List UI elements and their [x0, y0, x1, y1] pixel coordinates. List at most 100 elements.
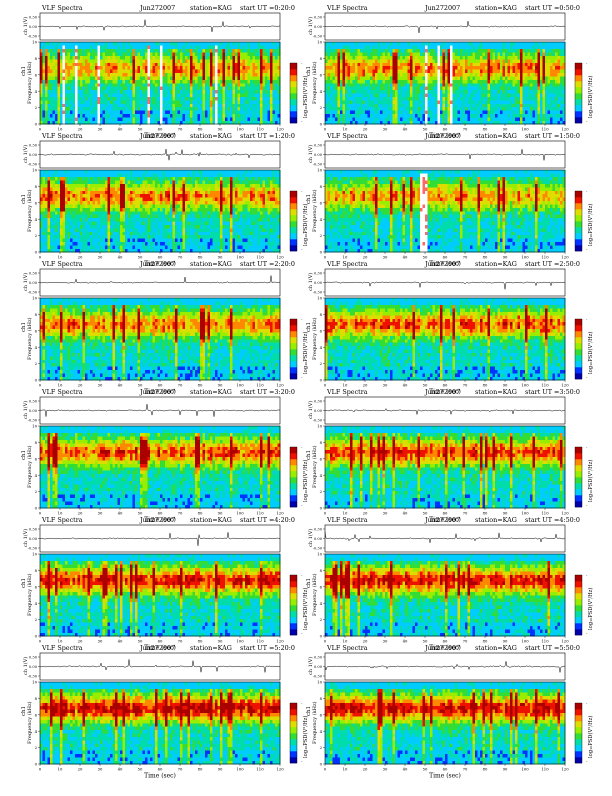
spectrogram-cell: [240, 83, 243, 87]
spectrogram-cell: [405, 69, 408, 73]
spectrogram-cell: [85, 86, 88, 90]
freq-tick-label: 8: [320, 56, 323, 61]
spectrogram-cell: [100, 45, 103, 49]
spectrogram-cell: [130, 49, 133, 53]
spectrogram-cell: [110, 49, 113, 53]
spectrogram-cell: [128, 117, 131, 121]
spectrogram-cell: [540, 100, 543, 104]
spectrogram-cell: [465, 42, 468, 46]
spectrogram-cell: [515, 49, 518, 53]
spectrogram-cell: [373, 80, 376, 84]
spectrogram-cell: [375, 104, 378, 108]
spectrogram-cell: [258, 52, 261, 56]
colorbar-swatch: [290, 63, 297, 69]
spectrogram-cell: [53, 66, 56, 70]
spectrogram-cell: [45, 83, 48, 87]
spectrogram-cell: [208, 45, 211, 49]
spectrogram-cell: [390, 56, 393, 60]
spectrogram-cell: [210, 52, 213, 56]
spectrogram-cell: [445, 49, 448, 53]
spectrogram-cell: [48, 114, 51, 118]
spectrogram-cell: [440, 114, 443, 118]
spectrogram-cell: [525, 52, 528, 56]
spectrogram-cell: [465, 97, 468, 101]
spectrogram-cell: [125, 114, 128, 118]
spectrogram-cell: [73, 56, 76, 60]
spectrogram-cell: [340, 63, 343, 67]
spectrogram-cell: [158, 66, 161, 70]
spectrogram-cell: [520, 93, 523, 97]
spectrogram-cell: [253, 114, 256, 118]
spectrogram-cell: [200, 76, 203, 80]
spectrogram-cell: [338, 107, 341, 111]
spectrogram-cell: [430, 97, 433, 101]
spectrogram-cell: [150, 110, 153, 114]
spectrogram-cell: [120, 86, 123, 90]
spectrogram-cell: [68, 117, 71, 121]
spectrogram-cell: [145, 100, 148, 104]
spectrogram-cell: [168, 93, 171, 97]
spectrogram-cell: [205, 90, 208, 94]
spectrogram-cell: [453, 107, 456, 111]
spectrogram-cell: [103, 100, 106, 104]
spectrogram-cell: [425, 80, 428, 84]
spectrogram-cell: [530, 86, 533, 90]
spectrogram-cell: [200, 97, 203, 101]
spectrogram-cell: [385, 49, 388, 53]
spectrogram-cell: [188, 100, 191, 104]
spectrogram-cell: [200, 93, 203, 97]
spectrogram-cell: [540, 69, 543, 73]
spectrogram-cell: [45, 117, 48, 121]
spectrogram-cell: [423, 90, 426, 94]
spectrogram-cell: [193, 117, 196, 121]
spectrogram-cell: [173, 49, 176, 53]
spectrogram-cell: [133, 66, 136, 70]
spectrogram-cell: [43, 177, 46, 181]
spectrogram-cell: [538, 52, 541, 56]
spectrogram-cell: [275, 66, 278, 70]
spectrogram-cell: [398, 83, 401, 87]
spectrogram-cells: [325, 42, 565, 124]
spectrogram-cell: [50, 242, 53, 246]
spectrogram-cell: [90, 90, 93, 94]
spectrogram-cell: [478, 45, 481, 49]
spectrogram-cell: [60, 100, 63, 104]
spectrogram-cell: [253, 93, 256, 97]
spectrogram-cell: [415, 63, 418, 67]
spectrogram-cell: [93, 83, 96, 87]
spectrogram-cell: [495, 69, 498, 73]
spectrogram-cell: [60, 45, 63, 49]
spectrogram-cell: [160, 97, 163, 101]
spectrogram-cell: [355, 45, 358, 49]
spectrogram-cell: [253, 117, 256, 121]
spectrogram-cell: [448, 90, 451, 94]
spectrogram-cell: [363, 49, 366, 53]
spectrogram-cell: [128, 59, 131, 63]
spectrogram-cell: [458, 110, 461, 114]
spectrogram-cell: [538, 49, 541, 53]
spectrogram-cell: [335, 49, 338, 53]
spectrogram-cell: [473, 83, 476, 87]
spectrogram-cell: [50, 201, 53, 205]
spectrogram-cell: [508, 49, 511, 53]
spectrogram-cell: [45, 56, 48, 60]
spectrogram-cell: [133, 83, 136, 87]
spectrogram-cell: [265, 76, 268, 80]
spectrogram-cell: [428, 104, 431, 108]
spectrogram-cell: [53, 204, 56, 208]
spectrogram-cell: [250, 52, 253, 56]
spectrogram-cell: [143, 110, 146, 114]
spectrogram-cell: [148, 59, 151, 63]
spectrogram-cell: [150, 52, 153, 56]
spectrogram-cell: [480, 90, 483, 94]
spectrogram-cell: [218, 52, 221, 56]
spectrogram-cell: [60, 208, 63, 212]
spectrogram-cell: [120, 83, 123, 87]
spectrogram-cell: [243, 117, 246, 121]
spectrogram-cell: [360, 97, 363, 101]
spectrogram-cell: [453, 86, 456, 90]
spectrogram-cell: [45, 194, 48, 198]
spectrogram-cell: [438, 107, 441, 111]
spectrogram-cell: [465, 107, 468, 111]
spectrogram-cell: [83, 104, 86, 108]
